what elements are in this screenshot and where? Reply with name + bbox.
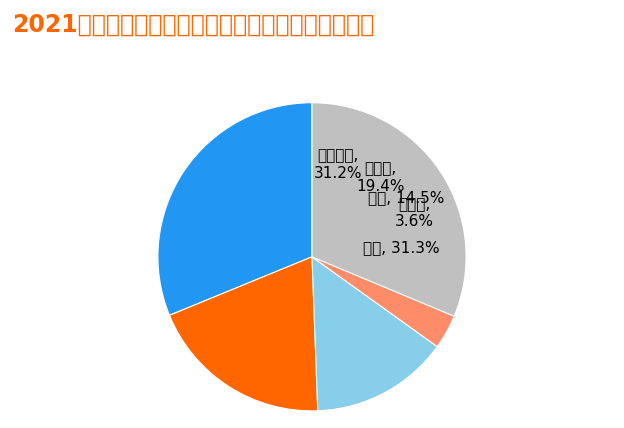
Wedge shape	[158, 103, 312, 315]
Text: 伊对, 14.5%: 伊对, 14.5%	[368, 190, 444, 205]
Text: 有缘网,
3.6%: 有缘网, 3.6%	[394, 197, 434, 229]
Wedge shape	[312, 103, 466, 316]
Wedge shape	[170, 257, 318, 411]
Wedge shape	[312, 257, 454, 347]
Text: 百合佳缘,
31.2%: 百合佳缘, 31.2%	[313, 149, 362, 181]
Text: 2021上半年互联网婚恋交友品牌应用装机量市场占比: 2021上半年互联网婚恋交友品牌应用装机量市场占比	[12, 13, 375, 37]
Text: 珍爱网,
19.4%: 珍爱网, 19.4%	[356, 161, 405, 194]
Wedge shape	[312, 257, 437, 411]
Text: 其他, 31.3%: 其他, 31.3%	[363, 241, 439, 256]
